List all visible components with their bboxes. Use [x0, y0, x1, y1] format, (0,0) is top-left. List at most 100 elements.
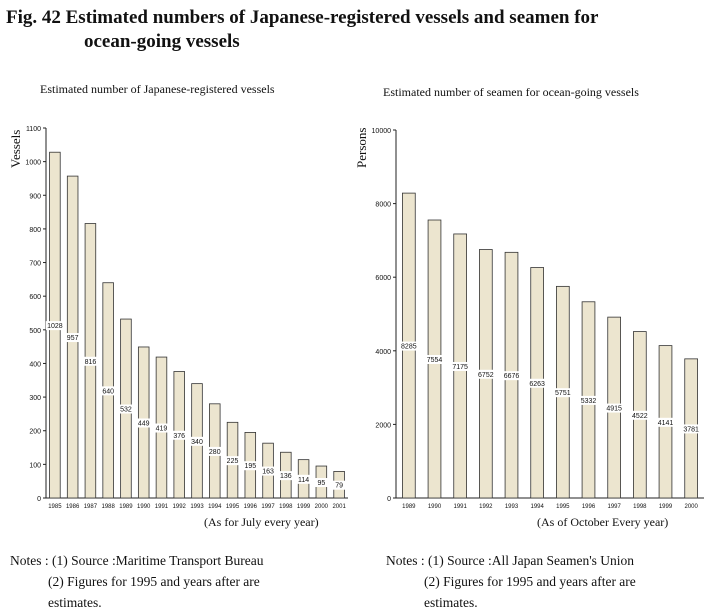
notes-left-item-2: (2) Figures for 1995 and years after are	[48, 574, 260, 589]
vessels-x-tick-label: 1990	[137, 504, 151, 510]
notes-right-item-3: estimates.	[424, 595, 478, 610]
vessels-value-label-bg	[223, 456, 242, 466]
notes-left-item-1: (1) Source :Maritime Transport Bureau	[52, 553, 264, 568]
figure-title-line1: Fig. 42 Estimated numbers of Japanese-re…	[6, 7, 599, 28]
vessels-value-label-bg	[294, 474, 313, 484]
vessels-x-tick-label: 1995	[226, 504, 240, 510]
vessels-y-tick-label: 1100	[26, 126, 41, 133]
notes-left: Notes : (1) Source :Maritime Transport B…	[10, 550, 263, 613]
seamen-x-tick-label: 1997	[607, 504, 621, 510]
vessels-value-label-bg	[276, 471, 295, 481]
seamen-y-tick-label: 0	[387, 496, 391, 503]
notes-right-label: Notes :	[386, 553, 425, 568]
vessels-x-tick-label: 1992	[173, 504, 187, 510]
notes-left-label: Notes :	[10, 553, 49, 568]
vessels-x-tick-label: 1994	[208, 504, 222, 510]
figure-title-line2: ocean-going vessels	[84, 31, 240, 52]
seamen-value-label: 6676	[504, 373, 520, 380]
vessels-value-label: 114	[298, 477, 309, 484]
vessels-y-tick-label: 300	[29, 395, 41, 402]
seamen-x-tick-label: 1989	[402, 504, 416, 510]
seamen-x-tick-label: 1992	[479, 504, 493, 510]
vessels-value-label-bg	[259, 466, 278, 476]
seamen-value-label-bg	[476, 369, 495, 379]
seamen-value-label: 7175	[452, 364, 468, 371]
notes-left-item-3: estimates.	[48, 595, 102, 610]
vessels-y-tick-label: 0	[37, 496, 41, 503]
notes-right-item-2: (2) Figures for 1995 and years after are	[424, 574, 636, 589]
seamen-chart: 0 2000 4000 6000 8000 10000 8285 1989 7554 1990 71…	[372, 128, 704, 510]
vessels-value-label-bg	[116, 404, 135, 414]
vessels-value-label: 640	[102, 388, 114, 395]
seamen-value-label-bg	[502, 371, 521, 381]
seamen-value-label: 4141	[658, 420, 674, 427]
vessels-chart: 0 100 200 300 400 500 600 700 800 900 1000 1100 1028…	[25, 126, 349, 510]
vessels-value-label: 340	[191, 439, 203, 446]
seamen-value-label: 5751	[555, 390, 571, 397]
vessels-value-label: 449	[138, 420, 150, 427]
vessels-value-label: 95	[317, 480, 325, 487]
seamen-x-tick-label: 1993	[505, 504, 519, 510]
seamen-value-label: 4522	[632, 413, 648, 420]
vessels-value-label-bg	[134, 418, 153, 428]
seamen-chart-title: Estimated number of seamen for ocean-goi…	[383, 85, 639, 99]
vessels-value-label-bg	[45, 321, 64, 331]
seamen-value-label: 4915	[606, 406, 622, 413]
seamen-value-label-bg	[528, 378, 547, 388]
seamen-value-label-bg	[579, 395, 598, 405]
vessels-x-tick-label: 1999	[297, 504, 311, 510]
vessels-x-tick-label: 1985	[48, 504, 62, 510]
seamen-value-label-bg	[399, 341, 418, 351]
seamen-value-label: 6752	[478, 372, 494, 379]
vessels-y-tick-label: 600	[29, 294, 41, 301]
vessels-value-label-bg	[330, 480, 349, 490]
vessels-x-tick-label: 1986	[66, 504, 80, 510]
seamen-y-tick-label: 8000	[375, 202, 391, 209]
vessels-y-tick-label: 400	[29, 361, 41, 368]
seamen-value-label: 3781	[683, 426, 699, 433]
vessels-x-tick-label: 1989	[119, 504, 133, 510]
vessels-value-label: 532	[120, 407, 132, 414]
seamen-value-label-bg	[451, 361, 470, 371]
seamen-value-label-bg	[630, 410, 649, 420]
vessels-x-tick-label: 2000	[315, 504, 329, 510]
seamen-value-label-bg	[553, 388, 572, 398]
vessels-value-label-bg	[81, 356, 100, 366]
vessels-x-tick-label: 1987	[84, 504, 98, 510]
seamen-y-tick-label: 4000	[375, 349, 391, 356]
seamen-y-tick-label: 10000	[372, 128, 392, 135]
seamen-x-tick-label: 1991	[453, 504, 467, 510]
vessels-value-label: 163	[262, 469, 274, 476]
vessels-chart-footnote: (As for July every year)	[204, 515, 319, 529]
seamen-x-tick-label: 2000	[684, 504, 698, 510]
vessels-x-tick-label: 2001	[332, 504, 346, 510]
vessels-value-label: 280	[209, 449, 221, 456]
vessels-value-label: 1028	[47, 323, 63, 330]
vessels-value-label: 136	[280, 473, 292, 480]
seamen-chart-footnote: (As of October Every year)	[537, 515, 669, 529]
vessels-value-label-bg	[205, 446, 224, 456]
notes-right: Notes : (1) Source :All Japan Seamen's U…	[386, 550, 636, 613]
vessels-value-label: 816	[85, 359, 97, 366]
seamen-y-tick-label: 6000	[375, 275, 391, 282]
vessels-x-tick-label: 1998	[279, 504, 293, 510]
vessels-x-tick-label: 1996	[244, 504, 258, 510]
vessels-value-label-bg	[241, 461, 260, 471]
seamen-value-label: 5332	[581, 398, 597, 405]
vessels-value-label: 957	[67, 335, 79, 342]
vessels-value-label-bg	[188, 436, 206, 446]
seamen-value-label-bg	[656, 417, 675, 427]
seamen-x-tick-label: 1998	[633, 504, 647, 510]
seamen-x-tick-label: 1994	[530, 504, 544, 510]
figure-title: Fig. 42 Estimated numbers of Japanese-re…	[6, 6, 598, 54]
vessels-y-tick-label: 500	[29, 328, 41, 335]
seamen-value-label: 7554	[427, 357, 443, 364]
seamen-value-label-bg	[605, 403, 624, 413]
seamen-value-label-bg	[425, 355, 444, 365]
vessels-value-label-bg	[312, 478, 331, 488]
vessels-x-tick-label: 1991	[155, 504, 169, 510]
vessels-y-tick-label: 100	[29, 462, 41, 469]
seamen-x-tick-label: 1990	[428, 504, 442, 510]
vessels-y-tick-label: 700	[29, 261, 41, 268]
vessels-value-label-bg	[170, 430, 189, 440]
